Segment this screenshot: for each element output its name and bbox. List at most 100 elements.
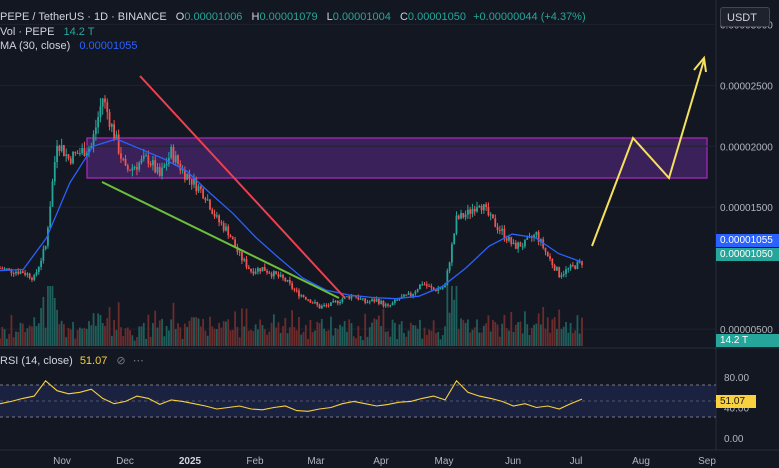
volume-bar <box>268 331 271 346</box>
volume-bar <box>261 325 264 346</box>
volume-bar <box>466 319 469 346</box>
x-tick-label: Dec <box>116 456 134 467</box>
candle-body <box>357 297 360 300</box>
candle-body <box>482 204 485 211</box>
lower-trendline[interactable] <box>101 181 340 299</box>
candle-body <box>190 178 193 185</box>
rsi-line <box>0 379 583 412</box>
candle-body <box>211 209 214 214</box>
open-label: O <box>175 11 185 23</box>
volume-bar <box>364 313 367 346</box>
volume-bar <box>254 324 257 346</box>
volume-bar <box>311 332 314 346</box>
volume-bar <box>578 333 581 346</box>
currency-button[interactable]: USDT <box>720 7 770 27</box>
candle-body <box>257 268 259 272</box>
volume-bar <box>49 286 52 346</box>
upper-trendline[interactable] <box>139 75 346 299</box>
candle-body <box>21 271 24 273</box>
volume-bar <box>115 329 118 346</box>
volume-bar <box>528 335 531 346</box>
volume-bar <box>181 339 184 346</box>
candle-body <box>498 229 501 231</box>
resistance-zone[interactable] <box>86 137 708 179</box>
candle-body <box>282 274 284 279</box>
candle-body <box>416 289 419 292</box>
volume-bar <box>220 327 223 346</box>
volume-bar <box>35 325 38 346</box>
candle-body <box>152 160 154 166</box>
volume-bar <box>469 332 472 346</box>
candle-body <box>24 272 27 275</box>
candle-body <box>512 242 515 245</box>
volume-bar <box>250 329 252 346</box>
rsi-value: 51.07 <box>79 355 108 367</box>
candle-body <box>451 244 453 263</box>
volume-bar <box>291 310 294 346</box>
candle-body <box>501 228 504 231</box>
more-icon[interactable]: ⋯ <box>132 355 144 367</box>
volume-bar <box>120 327 122 346</box>
candle-body <box>371 299 373 302</box>
volume-bar <box>336 329 339 346</box>
candle-body <box>40 260 42 268</box>
volume-bar <box>451 286 453 346</box>
volume-bar <box>533 324 535 346</box>
volume-bar <box>403 332 405 346</box>
volume-bar <box>318 323 321 346</box>
candle-body <box>517 242 519 249</box>
candle-body <box>156 167 159 173</box>
candle-body <box>471 208 474 214</box>
volume-bar <box>423 327 426 346</box>
candle-body <box>304 297 307 300</box>
volume-bar <box>245 308 248 346</box>
volume-bar <box>430 330 433 346</box>
candle-body <box>302 295 305 298</box>
volume-bar <box>186 327 189 346</box>
ma-line <box>0 138 583 300</box>
volume-bar <box>314 330 316 346</box>
x-tick-label: Jun <box>505 456 521 467</box>
symbol-label: PEPE / TetherUS · 1D · BINANCE <box>0 11 167 23</box>
volume-bar <box>387 331 389 346</box>
candle-body <box>227 226 230 236</box>
volume-bar <box>5 338 8 346</box>
volume-bar <box>74 338 77 346</box>
low-value: 0.00001004 <box>332 11 391 23</box>
volume-bar <box>163 336 166 346</box>
candle-body <box>76 153 79 155</box>
candle-body <box>28 273 31 279</box>
volume-bar <box>508 330 510 346</box>
candle-body <box>346 296 348 298</box>
volume-bar <box>330 316 332 346</box>
candle-body <box>464 214 467 218</box>
candle-body <box>560 275 563 277</box>
volume-bar <box>361 340 364 346</box>
volume-bar <box>266 334 268 346</box>
candle-body <box>480 206 483 211</box>
candle-body <box>241 252 243 261</box>
volume-bar <box>412 325 415 346</box>
volume-bar <box>524 311 526 346</box>
candle-body <box>115 134 118 139</box>
x-tick-label: Apr <box>373 456 389 467</box>
volume-bar <box>136 337 138 346</box>
candle-body <box>466 209 469 215</box>
volume-bar <box>380 326 383 346</box>
volume-bar <box>156 327 159 346</box>
candle-body <box>58 145 61 151</box>
volume-bar <box>263 329 266 346</box>
candle-body <box>250 268 252 272</box>
volume-bar <box>480 332 483 346</box>
volume-bar <box>99 314 102 346</box>
projection-path[interactable] <box>591 59 705 247</box>
volume-bar <box>165 325 168 346</box>
volume-bar <box>106 318 109 346</box>
visibility-icon[interactable]: ⊘ <box>116 355 126 367</box>
candle-body <box>10 268 13 273</box>
volume-bar <box>142 322 145 346</box>
volume-bar <box>341 326 344 346</box>
candle-body <box>425 284 428 286</box>
candle-body <box>286 279 289 282</box>
